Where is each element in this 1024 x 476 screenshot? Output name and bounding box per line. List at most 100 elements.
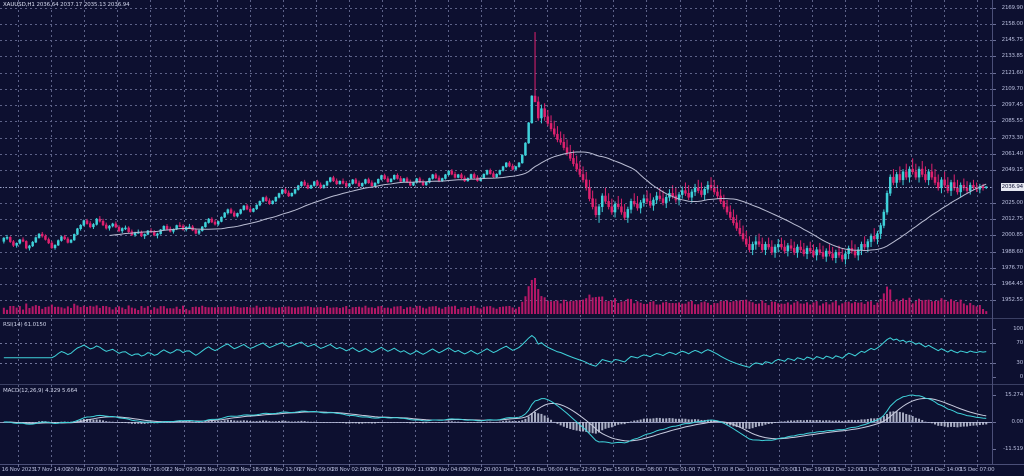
- time-tick-label: 5 Dec 15:00: [597, 467, 630, 473]
- time-tick-label: 11 Dec 19:00: [794, 467, 830, 473]
- time-tick: [150, 464, 151, 467]
- time-tick-label: 30 Nov 20:00: [463, 467, 499, 473]
- price-tick-label: 2012.75: [1001, 216, 1024, 223]
- axis-tick: [993, 89, 996, 90]
- time-tick: [911, 464, 912, 467]
- axis-tick: [993, 329, 996, 330]
- price-tick-label: 2061.40: [1001, 150, 1024, 157]
- price-tick-label: 2145.75: [1001, 37, 1024, 44]
- time-tick-label: 21 Nov 16:00: [133, 467, 168, 473]
- price-tick-label: 2085.55: [1001, 118, 1024, 125]
- time-tick: [746, 464, 747, 467]
- time-tick: [415, 464, 416, 467]
- time-tick: [646, 464, 647, 467]
- time-tick: [812, 464, 813, 467]
- price-tick-label: 1976.70: [1001, 264, 1024, 271]
- axis-tick: [993, 363, 996, 364]
- rsi-tick-label: 70: [1016, 340, 1023, 347]
- axis-tick: [993, 138, 996, 139]
- axis-tick: [993, 170, 996, 171]
- time-tick-label: 15 Dec 07:00: [959, 467, 995, 473]
- time-tick-label: 12 Dec 12:00: [827, 467, 863, 473]
- time-tick: [514, 464, 515, 467]
- macd-tick-label: 15.274: [1004, 392, 1023, 398]
- panel-divider-2: [0, 384, 1024, 385]
- symbol-label: XAUUSD,H1: [3, 2, 35, 8]
- time-tick-label: 22 Nov 09:00: [166, 467, 201, 473]
- rsi-label: RSI(14) 61.0150: [3, 322, 47, 328]
- time-tick: [316, 464, 317, 467]
- time-tick: [349, 464, 350, 467]
- price-tick-label: 2025.00: [1001, 199, 1024, 206]
- axis-tick: [993, 268, 996, 269]
- time-tick: [580, 464, 581, 467]
- time-tick-label: 23 Nov 18:00: [232, 467, 267, 473]
- price-tick-label: 2049.15: [1001, 167, 1024, 174]
- time-tick-label: 8 Dec 10:00: [729, 467, 762, 473]
- time-tick-label: 30 Nov 04:00: [430, 467, 466, 473]
- rsi-tick-label: 0: [1019, 374, 1024, 380]
- macd-panel[interactable]: [0, 385, 992, 464]
- time-axis[interactable]: 16 Nov 2023 17 Nov 14:00 20 Nov 07:00 20 No…: [0, 464, 1024, 476]
- time-tick: [845, 464, 846, 467]
- axis-tick: [993, 73, 996, 74]
- price-tick-label: 1964.45: [1001, 281, 1024, 287]
- axis-tick: [993, 252, 996, 253]
- price-canvas[interactable]: [0, 0, 992, 318]
- time-tick: [250, 464, 251, 467]
- time-tick-label: 28 Nov 18:00: [364, 467, 400, 473]
- axis-tick: [993, 219, 996, 220]
- time-tick-label: 14 Dec 14:00: [926, 467, 962, 473]
- time-tick: [184, 464, 185, 467]
- rsi-panel[interactable]: [0, 319, 992, 384]
- time-tick: [84, 464, 85, 467]
- axis-tick: [993, 449, 996, 450]
- rsi-canvas[interactable]: [0, 319, 992, 384]
- rsi-tick-label: 100: [1013, 326, 1023, 332]
- time-tick-label: 7 Dec 17:00: [696, 467, 729, 473]
- time-tick-label: 20 Nov 23:00: [100, 467, 135, 473]
- time-tick-label: 4 Dec 22:00: [564, 467, 596, 473]
- chart-header: XAUUSD,H1 2036.64 2037.17 2035.13 2036.9…: [3, 2, 130, 9]
- axis-tick: [993, 154, 996, 155]
- axis-tick: [993, 105, 996, 106]
- ohlc-values: 2036.64 2037.17 2035.13 2036.94: [36, 2, 130, 8]
- time-tick: [481, 464, 482, 467]
- time-tick: [217, 464, 218, 467]
- macd-label: MACD(12,26,9) 4.329 5.664: [3, 388, 78, 394]
- macd-tick-label: -11.519: [1003, 446, 1023, 452]
- time-tick-label: 13 Dec 21:00: [893, 467, 929, 473]
- time-tick-label: 4 Dec 06:00: [531, 467, 563, 473]
- axis-tick: [993, 395, 996, 396]
- macd-tick-label: 0.00: [1011, 419, 1024, 425]
- price-axis[interactable]: 2169.90 2158.00 2145.75 2133.85 2121.60 2109.…: [992, 0, 1024, 476]
- time-tick: [779, 464, 780, 467]
- axis-tick: [993, 235, 996, 236]
- time-tick-label: 17 Nov 14:00: [33, 467, 69, 473]
- time-tick-label: 16 Nov 2023: [1, 467, 35, 473]
- price-tick-label: 2109.70: [1001, 85, 1024, 92]
- price-panel[interactable]: [0, 0, 992, 318]
- time-tick: [878, 464, 879, 467]
- axis-tick: [993, 203, 996, 204]
- time-tick-label: 1 Dec 13:00: [498, 467, 530, 473]
- price-tick-label: 2158.00: [1001, 20, 1024, 27]
- axis-tick: [993, 8, 996, 9]
- time-tick: [977, 464, 978, 467]
- time-tick-label: 13 Dec 05:00: [860, 467, 896, 473]
- time-tick: [51, 464, 52, 467]
- time-tick-label: 7 Dec 01:00: [663, 467, 696, 473]
- time-tick: [944, 464, 945, 467]
- axis-tick: [993, 343, 996, 344]
- price-tick-label: 2073.30: [1001, 134, 1024, 141]
- macd-canvas[interactable]: [0, 385, 992, 464]
- price-tick-label: 2169.90: [1001, 5, 1024, 11]
- time-tick-label: 24 Nov 13:00: [265, 467, 301, 473]
- time-tick: [680, 464, 681, 467]
- price-tick-label: 2133.85: [1001, 53, 1024, 60]
- price-tick-label: 1952.55: [1001, 297, 1024, 303]
- axis-tick: [993, 284, 996, 285]
- axis-tick: [993, 422, 996, 423]
- time-tick-label: 11 Dec 03:00: [761, 467, 797, 473]
